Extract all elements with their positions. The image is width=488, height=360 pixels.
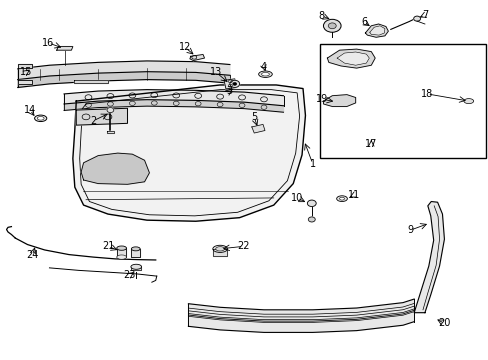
Polygon shape	[131, 249, 140, 257]
Polygon shape	[188, 299, 413, 332]
Ellipse shape	[463, 99, 473, 104]
Text: 2: 2	[90, 116, 96, 126]
Text: 22: 22	[237, 241, 249, 251]
Ellipse shape	[131, 264, 142, 269]
Text: 4: 4	[261, 62, 266, 72]
Ellipse shape	[339, 197, 344, 200]
Polygon shape	[224, 79, 236, 89]
Text: 10: 10	[290, 193, 303, 203]
Ellipse shape	[215, 247, 224, 251]
Bar	[320, 44, 485, 158]
Polygon shape	[76, 108, 127, 125]
Ellipse shape	[212, 245, 227, 252]
Circle shape	[307, 200, 316, 207]
Text: 9: 9	[407, 225, 412, 235]
Polygon shape	[189, 54, 204, 60]
Ellipse shape	[117, 246, 126, 250]
Circle shape	[232, 82, 236, 85]
Polygon shape	[18, 80, 32, 84]
Text: 3: 3	[226, 86, 232, 96]
Text: 23: 23	[123, 270, 136, 280]
Polygon shape	[212, 249, 227, 256]
Text: 11: 11	[347, 190, 360, 200]
Polygon shape	[18, 61, 229, 80]
Polygon shape	[18, 64, 32, 68]
Circle shape	[229, 80, 239, 87]
Text: 21: 21	[102, 241, 114, 251]
Circle shape	[323, 19, 340, 32]
Text: 15: 15	[20, 67, 32, 77]
Text: 17: 17	[365, 139, 377, 149]
Polygon shape	[64, 90, 283, 106]
Polygon shape	[413, 202, 444, 313]
Polygon shape	[323, 95, 355, 107]
Circle shape	[328, 23, 335, 29]
Ellipse shape	[35, 115, 47, 122]
Polygon shape	[369, 26, 384, 35]
Text: 16: 16	[42, 38, 55, 48]
Ellipse shape	[117, 255, 126, 259]
Polygon shape	[117, 248, 126, 257]
Ellipse shape	[336, 196, 346, 202]
Text: 1: 1	[309, 159, 315, 169]
Text: 6: 6	[360, 17, 366, 27]
Polygon shape	[64, 100, 283, 112]
Polygon shape	[131, 267, 141, 270]
Text: 24: 24	[26, 250, 39, 260]
Polygon shape	[251, 125, 264, 133]
Text: 7: 7	[421, 10, 427, 20]
Ellipse shape	[131, 247, 140, 251]
Text: 19: 19	[316, 94, 328, 104]
Text: 13: 13	[210, 67, 222, 77]
Text: 20: 20	[437, 319, 449, 328]
Ellipse shape	[37, 117, 44, 120]
Polygon shape	[327, 49, 374, 68]
Polygon shape	[57, 46, 73, 50]
Text: 18: 18	[420, 89, 432, 99]
Polygon shape	[18, 72, 229, 87]
Circle shape	[308, 217, 315, 222]
Polygon shape	[336, 52, 368, 65]
Ellipse shape	[261, 72, 269, 76]
Text: 5: 5	[251, 112, 257, 122]
Polygon shape	[107, 131, 114, 133]
Ellipse shape	[258, 71, 272, 77]
Circle shape	[107, 108, 114, 113]
Text: 12: 12	[179, 42, 191, 52]
Circle shape	[413, 16, 420, 21]
Polygon shape	[365, 24, 387, 37]
Polygon shape	[81, 153, 149, 184]
Polygon shape	[74, 80, 108, 83]
Text: 8: 8	[318, 11, 324, 21]
Polygon shape	[73, 85, 305, 221]
Text: 14: 14	[24, 105, 36, 115]
